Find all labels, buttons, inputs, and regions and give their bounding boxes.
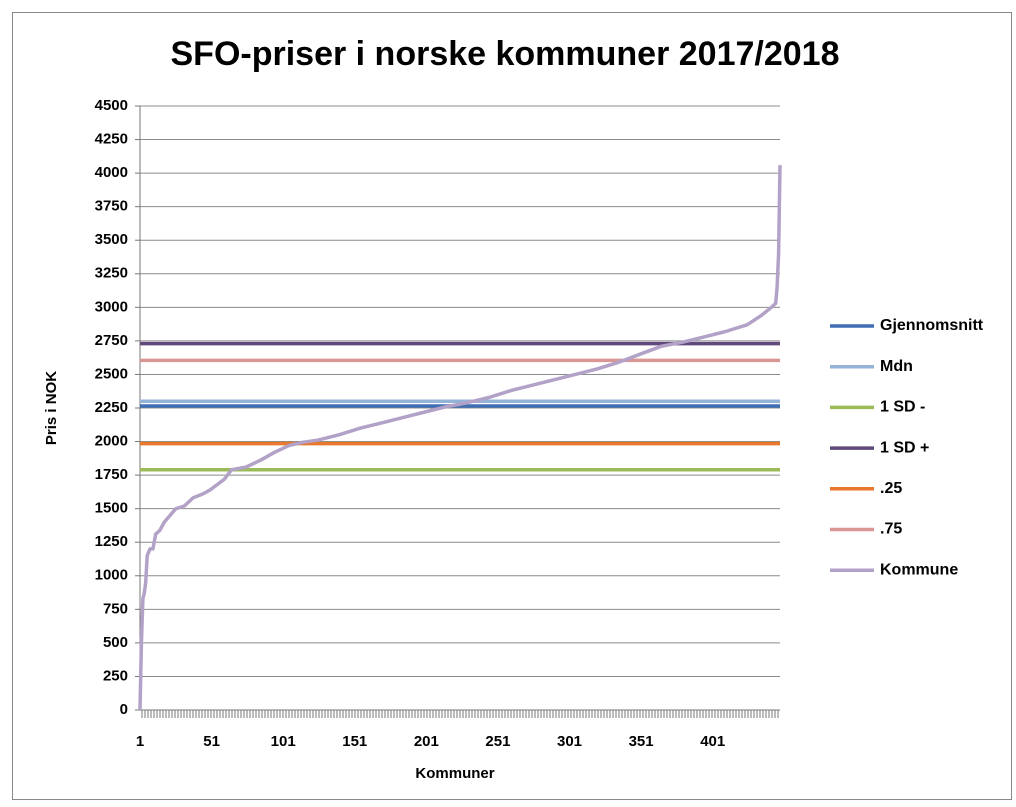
x-tick-label: 201 xyxy=(414,733,439,750)
y-axis-title: Pris i NOK xyxy=(43,371,60,445)
x-tick-label: 401 xyxy=(700,733,725,750)
x-tick-label: 1 xyxy=(136,733,144,750)
x-tick-label: 51 xyxy=(203,733,220,750)
x-axis-title: Kommuner xyxy=(415,765,494,782)
y-tick-label: 1500 xyxy=(95,500,128,517)
x-tick-label: 301 xyxy=(557,733,582,750)
x-tick-label: 151 xyxy=(342,733,367,750)
y-tick-label: 4250 xyxy=(95,131,128,148)
y-tick-label: 4500 xyxy=(95,97,128,114)
y-tick-label: 2500 xyxy=(95,365,128,382)
y-tick-label: 750 xyxy=(103,600,128,617)
y-tick-label: 1750 xyxy=(95,466,128,483)
data-line xyxy=(138,165,782,711)
y-tick-label: 2000 xyxy=(95,433,128,450)
chart-title: SFO-priser i norske kommuner 2017/2018 xyxy=(171,35,840,73)
y-tick-label: 4000 xyxy=(95,164,128,181)
y-tick-label: 500 xyxy=(103,634,128,651)
y-tick-label: 3000 xyxy=(95,298,128,315)
y-tick-label: 3250 xyxy=(95,265,128,282)
y-tick-label: 3500 xyxy=(95,231,128,248)
y-tick-label: 1000 xyxy=(95,567,128,584)
x-tick-label: 251 xyxy=(485,733,510,750)
y-tick-label: 250 xyxy=(103,667,128,684)
x-tick-label: 351 xyxy=(629,733,654,750)
legend-label: Mdn xyxy=(880,358,913,375)
x-tick-label: 101 xyxy=(271,733,296,750)
legend-label: Kommune xyxy=(880,561,958,578)
legend-label: Gjennomsnitt xyxy=(880,317,984,334)
legend-label: 1 SD + xyxy=(880,439,929,456)
legend-label: .25 xyxy=(880,480,902,497)
y-tick-label: 2250 xyxy=(95,399,128,416)
y-tick-label: 2750 xyxy=(95,332,128,349)
x-axis-minor-ticks xyxy=(140,710,780,718)
y-tick-label: 1250 xyxy=(95,533,128,550)
y-tick-label: 0 xyxy=(120,701,128,718)
legend-label: 1 SD - xyxy=(880,399,925,416)
legend-label: .75 xyxy=(880,521,902,538)
y-tick-label: 3750 xyxy=(95,198,128,215)
